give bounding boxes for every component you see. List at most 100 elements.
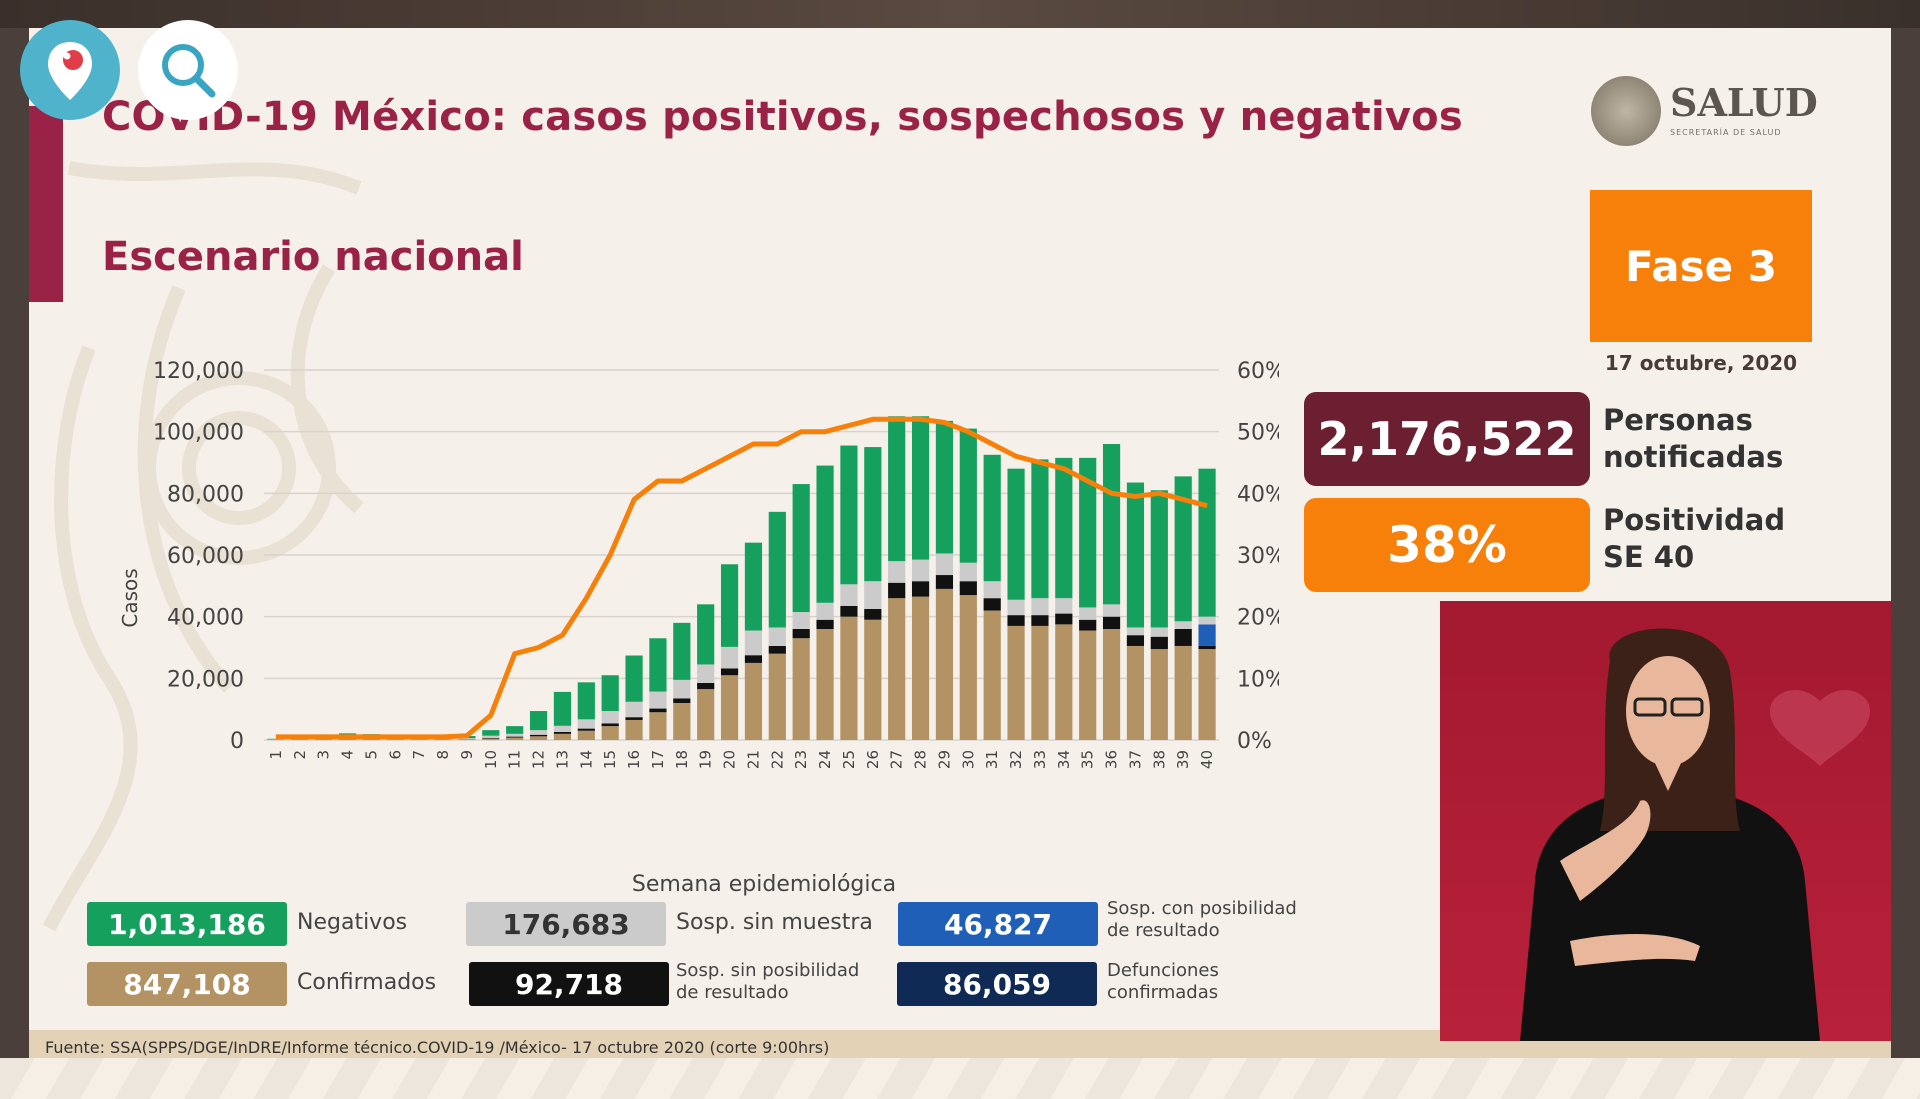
notificadas-label-line2: notificadas	[1603, 440, 1784, 474]
sin-muestra-value: 176,683	[466, 902, 666, 946]
bar-negativos	[911, 416, 930, 560]
x-tick-label: 39	[1174, 750, 1192, 769]
bar-negativos	[1007, 468, 1025, 600]
bar-sin_posibilidad	[529, 734, 548, 737]
bar-sin_muestra	[888, 561, 906, 583]
bar-negativos	[1031, 459, 1049, 599]
bar-sin_muestra	[1102, 604, 1121, 617]
bar-sin_muestra	[1007, 599, 1025, 616]
salud-logo-text: SALUD	[1670, 80, 1818, 125]
bar-confirmados	[458, 739, 476, 740]
bar-sin_muestra	[768, 627, 786, 646]
x-tick-label: 6	[386, 750, 404, 760]
bar-sin_muestra	[553, 725, 572, 732]
bar-sin_posibilidad	[1198, 645, 1216, 650]
bar-sin_posibilidad	[697, 682, 715, 690]
bar-sin_posibilidad	[816, 619, 834, 629]
bar-sin_posibilidad	[1031, 615, 1049, 626]
bar-sin_posibilidad	[1007, 615, 1025, 626]
bar-confirmados	[649, 712, 667, 740]
slide-title: COVID-19 México: casos positivos, sospec…	[102, 94, 1463, 140]
bar-sin_posibilidad	[792, 629, 810, 639]
bar-sin_posibilidad	[911, 581, 930, 597]
bar-negativos	[482, 730, 500, 736]
periscope-pin-button[interactable]	[20, 20, 120, 120]
defunciones-label-line2: confirmadas	[1107, 982, 1219, 1003]
background-pattern-decoration	[42, 161, 364, 932]
bar-sin_muestra	[1198, 616, 1216, 625]
bar-negativos	[840, 445, 858, 585]
bar-sin_posibilidad	[744, 655, 763, 663]
bar-sin_posibilidad	[720, 668, 739, 676]
negativos-value: 1,013,186	[87, 902, 287, 946]
bar-sin_muestra	[792, 612, 810, 629]
x-tick-label: 25	[840, 750, 858, 769]
positividad-line	[275, 416, 1208, 740]
x-tick-label: 23	[792, 750, 810, 769]
bar-confirmados	[577, 730, 595, 740]
bar-sin_posibilidad	[888, 582, 906, 599]
bar-negativos	[959, 428, 977, 563]
bar-confirmados	[768, 653, 786, 740]
bar-confirmados	[1126, 645, 1145, 740]
notificadas-label-line1: Personas	[1603, 403, 1753, 437]
search-icon	[162, 44, 216, 98]
y2-axis-ticks: 0% 10% 20% 30% 40% 50% 60%	[1237, 359, 1279, 754]
bar-sin_muestra	[482, 735, 500, 738]
bar-sin_muestra	[983, 581, 1001, 599]
bar-sin_posibilidad	[601, 723, 619, 727]
x-tick-label: 4	[339, 750, 357, 760]
bar-confirmados	[362, 739, 381, 740]
bar-confirmados	[410, 739, 428, 740]
con-posibilidad-label-line1: Sosp. con posibilidad	[1107, 898, 1297, 919]
bar-negativos	[1150, 490, 1168, 628]
bar-negativos	[673, 622, 691, 680]
y-tick-label: 100,000	[153, 421, 244, 446]
bar-negativos	[553, 691, 572, 726]
bar-negativos	[625, 655, 643, 702]
y-tick-label: 0	[230, 729, 244, 754]
bar-negativos	[1126, 482, 1145, 628]
bar-sin_posibilidad	[1102, 616, 1121, 629]
sin-posibilidad-label: Sosp. sin posibilidad de resultado	[676, 960, 859, 1004]
search-button[interactable]	[138, 20, 238, 120]
x-tick-label: 35	[1079, 750, 1097, 769]
bar-confirmados	[601, 726, 619, 740]
salud-emblem-icon	[1591, 76, 1661, 146]
bar-sin_muestra	[1174, 621, 1192, 629]
x-tick-label: 28	[912, 750, 930, 769]
x-tick-label: 18	[673, 750, 691, 769]
y2-tick-label: 60%	[1237, 359, 1279, 384]
bar-confirmados	[506, 737, 524, 740]
bar-confirmados	[1031, 625, 1049, 740]
bar-sin_muestra	[911, 559, 930, 582]
bar-confirmados	[529, 736, 548, 740]
bar-sin_posibilidad	[1079, 619, 1097, 631]
y-tick-label: 80,000	[167, 482, 244, 507]
sin-posibilidad-value: 92,718	[469, 962, 669, 1006]
bar-sin_muestra	[840, 584, 858, 606]
bar-negativos	[506, 726, 524, 734]
x-tick-label: 40	[1198, 750, 1216, 769]
bar-negativos	[792, 484, 810, 613]
bar-sin_posibilidad	[625, 717, 643, 720]
bar-sin_muestra	[1150, 627, 1168, 637]
y-tick-label: 20,000	[167, 667, 244, 692]
bar-confirmados	[315, 739, 333, 740]
bar-sin_muestra	[458, 738, 476, 740]
bar-confirmados	[625, 719, 643, 740]
periscope-pin-icon	[48, 42, 92, 100]
bar-confirmados	[673, 703, 691, 740]
bar-confirmados	[434, 739, 452, 740]
x-tick-label: 16	[625, 750, 643, 769]
bar-sin_posibilidad	[1055, 613, 1073, 625]
x-tick-label: 38	[1150, 750, 1168, 769]
bar-sin_muestra	[601, 711, 619, 724]
bar-confirmados	[1102, 629, 1121, 740]
x-tick-label: 36	[1103, 750, 1121, 769]
bar-negativos	[1174, 476, 1192, 622]
bar-sin_posibilidad	[1150, 636, 1168, 650]
bar-confirmados	[1150, 649, 1168, 740]
x-tick-label: 33	[1031, 750, 1049, 769]
x-tick-label: 17	[649, 750, 667, 769]
